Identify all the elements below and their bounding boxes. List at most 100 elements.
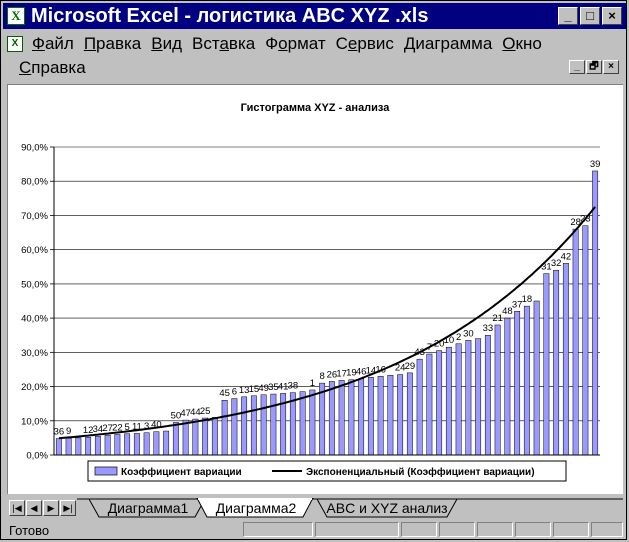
data-label[interactable]: 48 xyxy=(502,306,513,317)
bar[interactable] xyxy=(484,334,491,456)
bar[interactable] xyxy=(426,353,433,456)
menu-window[interactable]: Окно xyxy=(502,34,542,53)
bar[interactable] xyxy=(319,382,326,456)
menu-help[interactable]: Справка xyxy=(19,58,86,77)
menu-format[interactable]: Формат xyxy=(265,34,326,53)
bar[interactable] xyxy=(338,380,345,456)
data-label[interactable]: 38 xyxy=(288,381,299,392)
data-label[interactable]: 9 xyxy=(66,426,71,437)
menu-insert[interactable]: Вставка xyxy=(192,34,256,53)
bar[interactable] xyxy=(514,311,521,456)
next-sheet-button[interactable]: ▶ xyxy=(43,500,59,516)
bar[interactable] xyxy=(114,434,121,456)
mdi-close-button[interactable]: × xyxy=(603,60,619,74)
bar[interactable] xyxy=(494,324,501,456)
maximize-button[interactable]: □ xyxy=(580,7,600,25)
bar[interactable] xyxy=(192,418,199,456)
first-sheet-button[interactable]: |◀ xyxy=(9,500,25,516)
bar[interactable] xyxy=(455,343,462,456)
tab-abc-xyz[interactable] xyxy=(316,498,458,518)
data-label[interactable]: 39 xyxy=(590,159,601,170)
workbook-icon[interactable]: X xyxy=(7,36,23,52)
bar[interactable] xyxy=(309,389,316,456)
bar[interactable] xyxy=(231,398,238,456)
data-label[interactable]: 17 xyxy=(336,368,347,379)
tab-chart1[interactable] xyxy=(88,498,206,518)
bar[interactable] xyxy=(270,393,277,456)
tab-chart2[interactable] xyxy=(196,498,314,518)
data-label[interactable]: 18 xyxy=(522,294,533,305)
bar[interactable] xyxy=(153,431,160,456)
menu-edit[interactable]: Правка xyxy=(83,34,142,53)
bar[interactable] xyxy=(553,269,560,456)
data-label[interactable]: 37 xyxy=(512,299,523,310)
excel-icon[interactable]: X xyxy=(7,7,25,25)
title-bar[interactable]: X Microsoft Excel - логистика ABC XYZ .x… xyxy=(3,3,626,29)
data-label[interactable]: 31 xyxy=(541,262,552,273)
data-label[interactable]: 36 xyxy=(54,427,65,438)
data-label[interactable]: 49 xyxy=(258,383,269,394)
data-label[interactable]: 22 xyxy=(112,422,123,433)
close-button[interactable]: × xyxy=(602,7,622,25)
minimize-button[interactable]: _ xyxy=(558,7,578,25)
menu-view[interactable]: Вид xyxy=(151,34,183,53)
bar[interactable] xyxy=(397,374,404,456)
bar[interactable] xyxy=(260,394,267,456)
last-sheet-button[interactable]: ▶| xyxy=(60,500,76,516)
bar[interactable] xyxy=(358,378,365,456)
data-label[interactable]: 44 xyxy=(190,407,201,418)
bar[interactable] xyxy=(436,350,443,456)
data-label[interactable]: 21 xyxy=(492,313,503,324)
data-label[interactable]: 1 xyxy=(310,378,315,389)
bar[interactable] xyxy=(504,317,511,456)
bar[interactable] xyxy=(133,433,140,456)
bar[interactable] xyxy=(75,437,82,456)
data-label[interactable]: 42 xyxy=(561,251,572,262)
data-label[interactable]: 28 xyxy=(570,217,581,228)
bar[interactable] xyxy=(582,225,589,456)
data-label[interactable]: 29 xyxy=(405,361,416,372)
bar[interactable] xyxy=(416,358,423,456)
bar[interactable] xyxy=(163,430,170,456)
bar[interactable] xyxy=(55,438,62,456)
data-label[interactable]: 8 xyxy=(319,371,324,382)
data-label[interactable]: 34 xyxy=(93,424,104,435)
data-label[interactable]: 32 xyxy=(551,258,562,269)
bar[interactable] xyxy=(124,433,131,456)
data-label[interactable]: 30 xyxy=(463,328,474,339)
data-label[interactable]: 12 xyxy=(83,425,94,436)
data-label[interactable]: 26 xyxy=(327,369,338,380)
data-label[interactable]: 14 xyxy=(366,365,377,376)
chart-area[interactable]: Гистограмма XYZ - анализа 0,0% 10,0% 20,0%… xyxy=(7,84,623,494)
bar[interactable] xyxy=(543,273,550,456)
data-label[interactable]: 15 xyxy=(249,384,260,395)
bar[interactable] xyxy=(562,263,569,456)
chart-legend[interactable]: Коэффициент вариации Экспоненциальный (К… xyxy=(87,460,567,482)
trendline[interactable] xyxy=(58,206,596,440)
bar[interactable] xyxy=(202,417,209,456)
bar[interactable] xyxy=(533,300,540,456)
bar[interactable] xyxy=(241,396,248,456)
bar[interactable] xyxy=(94,435,101,456)
data-label[interactable]: 10 xyxy=(444,335,455,346)
bar[interactable] xyxy=(387,375,394,456)
data-label[interactable]: 5 xyxy=(124,422,129,433)
menu-tools[interactable]: Сервис xyxy=(335,34,394,53)
menu-file[interactable]: Файл xyxy=(32,34,74,53)
bar[interactable] xyxy=(221,399,228,456)
bar[interactable] xyxy=(104,434,111,456)
bar[interactable] xyxy=(406,372,413,456)
bar[interactable] xyxy=(348,379,355,456)
bar[interactable] xyxy=(182,419,189,456)
data-label[interactable]: 19 xyxy=(346,368,357,379)
bar[interactable] xyxy=(211,417,218,456)
data-label[interactable]: 27 xyxy=(102,423,113,434)
data-label[interactable]: 24 xyxy=(395,363,406,374)
data-label[interactable]: 3 xyxy=(144,421,149,432)
data-label[interactable]: 46 xyxy=(356,367,367,378)
data-label[interactable]: 35 xyxy=(268,382,279,393)
bar[interactable] xyxy=(475,338,482,456)
bar[interactable] xyxy=(250,395,257,456)
data-label[interactable]: 33 xyxy=(483,323,494,334)
data-label[interactable]: 13 xyxy=(239,385,250,396)
